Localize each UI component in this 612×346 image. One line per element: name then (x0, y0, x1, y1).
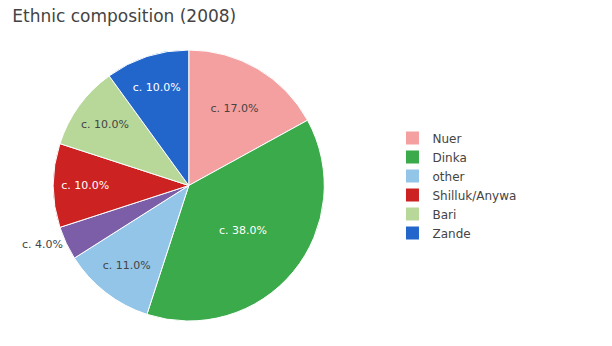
svg-text:c. 38.0%: c. 38.0% (219, 224, 267, 237)
svg-text:c. 11.0%: c. 11.0% (103, 259, 151, 272)
svg-text:Bari: Bari (432, 208, 456, 222)
svg-text:Nuer: Nuer (432, 132, 461, 146)
svg-text:Zande: Zande (432, 227, 470, 241)
svg-text:c. 10.0%: c. 10.0% (133, 81, 181, 94)
svg-text:c. 17.0%: c. 17.0% (210, 102, 258, 115)
svg-text:c. 10.0%: c. 10.0% (81, 118, 129, 131)
svg-text:c. 4.0%: c. 4.0% (22, 238, 63, 251)
svg-text:c. 10.0%: c. 10.0% (61, 179, 109, 192)
svg-text:other: other (432, 170, 464, 184)
svg-text:Shilluk/Anywa: Shilluk/Anywa (432, 189, 516, 203)
svg-text:Dinka: Dinka (432, 151, 466, 165)
svg-text:Ethnic composition (2008): Ethnic composition (2008) (12, 6, 236, 26)
